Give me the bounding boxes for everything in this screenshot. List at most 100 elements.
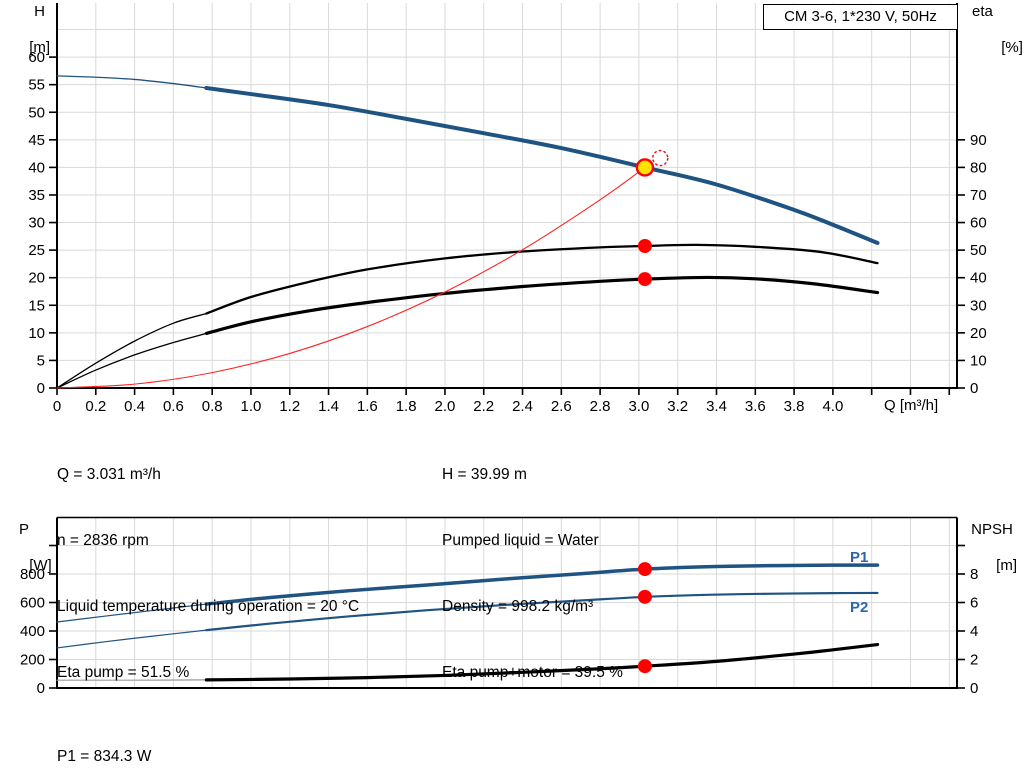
duty-info-left: Q = 3.031 m³/h n = 2836 rpm Liquid tempe… <box>57 420 359 728</box>
lower-right-axis-title: NPSH [m] <box>963 521 1021 575</box>
svg-text:2.6: 2.6 <box>551 398 572 415</box>
svg-text:0.6: 0.6 <box>163 398 184 415</box>
eta-axis-line1: eta <box>972 3 993 20</box>
gridlines <box>57 3 957 388</box>
x-axis-title: Q [m³/h] <box>884 397 939 414</box>
p1-curve-thick <box>204 563 880 606</box>
svg-text:45: 45 <box>28 132 45 149</box>
svg-text:80: 80 <box>970 159 987 176</box>
info-pumped-liquid: Pumped liquid = Water <box>442 532 599 549</box>
svg-text:4: 4 <box>970 623 978 640</box>
svg-text:1.6: 1.6 <box>357 398 378 415</box>
svg-text:400: 400 <box>20 623 45 640</box>
lower-chart: 0 200 400 600 800 0 2 4 6 8 <box>20 516 978 697</box>
svg-text:0: 0 <box>53 398 61 415</box>
h-axis-line2: [m] <box>29 39 51 56</box>
svg-text:90: 90 <box>970 132 987 149</box>
eta-pump-motor-curve-thick <box>204 275 880 336</box>
svg-text:70: 70 <box>970 187 987 204</box>
upper-right-axis-title: eta [%] <box>972 3 1023 57</box>
svg-text:600: 600 <box>20 595 45 612</box>
gridlines <box>57 517 957 688</box>
svg-text:35: 35 <box>28 187 45 204</box>
svg-text:3.6: 3.6 <box>745 398 766 415</box>
axes <box>56 3 958 389</box>
svg-text:1.4: 1.4 <box>318 398 339 415</box>
svg-text:20: 20 <box>970 325 987 342</box>
svg-text:10: 10 <box>970 352 987 369</box>
upper-chart: 0 5 10 15 20 25 30 35 40 45 50 55 60 0 10 20 30 40 50 60 70 8… <box>28 3 987 415</box>
info-n: n = 2836 rpm <box>57 532 149 549</box>
npsh-axis-line2: [m] <box>996 557 1018 574</box>
svg-text:2.8: 2.8 <box>590 398 611 415</box>
svg-text:4.0: 4.0 <box>822 398 843 415</box>
eta-pump-curve-medium <box>205 243 879 315</box>
pump-model-box: CM 3-6, 1*230 V, 50Hz <box>763 4 958 30</box>
p1-curve-thin <box>56 603 207 623</box>
power-info: P1 = 834.3 W P2 = 639.6 W NPSH = 1.53 m <box>57 702 165 781</box>
h-axis-line1: H <box>34 3 45 20</box>
svg-text:20: 20 <box>28 270 45 287</box>
eta-pump-point-marker <box>637 238 652 253</box>
svg-text:30: 30 <box>28 215 45 232</box>
npsh-axis-line1: NPSH <box>971 521 1013 538</box>
upper-left-axis-title: H [m] <box>0 3 50 57</box>
eta-pump-curve-thin <box>56 312 208 389</box>
info-liquid-temp: Liquid temperature during operation = 20… <box>57 598 360 615</box>
svg-text:25: 25 <box>28 242 45 259</box>
p2-curve-thin <box>56 629 207 649</box>
svg-text:50: 50 <box>970 242 987 259</box>
svg-text:6: 6 <box>970 595 978 612</box>
svg-text:1.2: 1.2 <box>279 398 300 415</box>
svg-text:5: 5 <box>37 352 45 369</box>
duty-point-marker[interactable] <box>635 158 655 177</box>
svg-text:0: 0 <box>970 380 978 397</box>
svg-text:2: 2 <box>970 652 978 669</box>
lower-left-axis-title: P [W] <box>0 521 52 575</box>
svg-text:40: 40 <box>28 159 45 176</box>
p-axis-line2: [W] <box>29 557 52 574</box>
tick-labels: 0 200 400 600 800 0 2 4 6 8 <box>20 566 978 697</box>
svg-text:0.8: 0.8 <box>202 398 223 415</box>
info-q: Q = 3.031 m³/h <box>57 466 161 483</box>
svg-text:50: 50 <box>28 104 45 121</box>
head-curve-thin <box>56 75 208 89</box>
info-eta-pump: Eta pump = 51.5 % <box>57 664 190 681</box>
eta-pump-motor-point-marker <box>637 272 652 287</box>
tick-marks <box>49 56 965 395</box>
info-eta-pump-motor: Eta pump+motor = 39.5 % <box>442 664 623 681</box>
svg-text:8: 8 <box>970 566 978 583</box>
svg-text:0.2: 0.2 <box>85 398 106 415</box>
duty-info-right: H = 39.99 m Pumped liquid = Water Densit… <box>442 420 623 728</box>
svg-text:3.2: 3.2 <box>667 398 688 415</box>
svg-text:2.2: 2.2 <box>473 398 494 415</box>
system-curve-thin <box>56 166 646 389</box>
tick-labels: 0 5 10 15 20 25 30 35 40 45 50 55 60 0 10 20 30 40 50 60 70 8… <box>28 49 986 415</box>
svg-text:2.4: 2.4 <box>512 398 533 415</box>
head-curve-thick <box>204 85 880 245</box>
svg-text:3.4: 3.4 <box>706 398 727 415</box>
svg-text:0: 0 <box>970 680 978 697</box>
info-p1: P1 = 834.3 W <box>57 748 152 765</box>
p2-curve-medium <box>205 591 879 632</box>
svg-text:3.0: 3.0 <box>628 398 649 415</box>
p2-point-marker <box>637 589 652 604</box>
svg-text:200: 200 <box>20 652 45 669</box>
svg-text:800: 800 <box>20 566 45 583</box>
p-axis-line1: P <box>18 521 29 538</box>
svg-text:40: 40 <box>970 270 987 287</box>
p1-series-label: P1 <box>850 549 869 566</box>
eta-pump-motor-curve-thin <box>56 332 208 389</box>
svg-text:3.8: 3.8 <box>784 398 805 415</box>
svg-text:0: 0 <box>37 680 45 697</box>
svg-text:2.0: 2.0 <box>435 398 456 415</box>
svg-text:0: 0 <box>37 380 45 397</box>
svg-text:60: 60 <box>970 215 987 232</box>
svg-text:1.8: 1.8 <box>396 398 417 415</box>
info-h: H = 39.99 m <box>442 466 527 483</box>
svg-text:1.0: 1.0 <box>241 398 262 415</box>
svg-text:15: 15 <box>28 297 45 314</box>
svg-text:0.4: 0.4 <box>124 398 145 415</box>
